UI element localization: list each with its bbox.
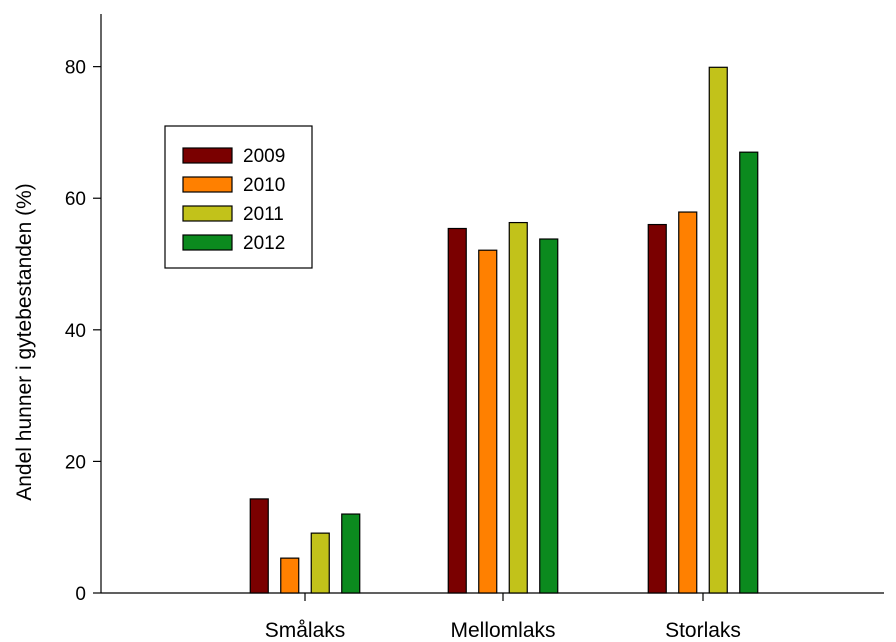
legend-swatch xyxy=(182,147,233,164)
bar-2012-mellomlaks xyxy=(539,238,559,594)
x-tick-label: Storlaks xyxy=(665,619,741,642)
y-tick-label: 60 xyxy=(65,189,86,210)
legend-label: 2012 xyxy=(243,233,285,254)
y-tick-label: 20 xyxy=(65,452,86,473)
bar-2010-mellomlaks xyxy=(478,249,498,594)
legend-label: 2009 xyxy=(243,146,285,167)
legend-label: 2010 xyxy=(243,175,285,196)
x-tick-label: Smålaks xyxy=(265,619,346,642)
y-axis-label: Andel hunner i gytebestanden (%) xyxy=(13,183,36,501)
bar-2009-storlaks xyxy=(647,223,667,594)
y-tick-label: 40 xyxy=(65,321,86,342)
bar-2010-smålaks xyxy=(280,557,300,594)
y-tick-label: 80 xyxy=(65,58,86,79)
legend-swatch xyxy=(182,176,233,193)
legend-swatch xyxy=(182,234,233,251)
bar-2011-smålaks xyxy=(310,532,330,594)
bar-2011-storlaks xyxy=(708,66,728,594)
bar-2009-smålaks xyxy=(249,498,269,594)
x-tick-label: Mellomlaks xyxy=(450,619,555,642)
bar-2012-storlaks xyxy=(739,151,759,594)
bars xyxy=(249,66,759,594)
y-tick-label: 0 xyxy=(75,584,86,605)
bar-2010-storlaks xyxy=(678,211,698,594)
bar-2011-mellomlaks xyxy=(508,221,528,594)
bar-2009-mellomlaks xyxy=(447,227,467,594)
bar-2012-smålaks xyxy=(341,513,361,594)
legend: 2009 2010 2011 2012 xyxy=(164,125,313,269)
legend-label: 2011 xyxy=(243,204,284,225)
ticks: 0 20 40 60 80 Smålaks Mellomlaks Storlaks xyxy=(65,58,741,642)
legend-swatch xyxy=(182,205,233,222)
